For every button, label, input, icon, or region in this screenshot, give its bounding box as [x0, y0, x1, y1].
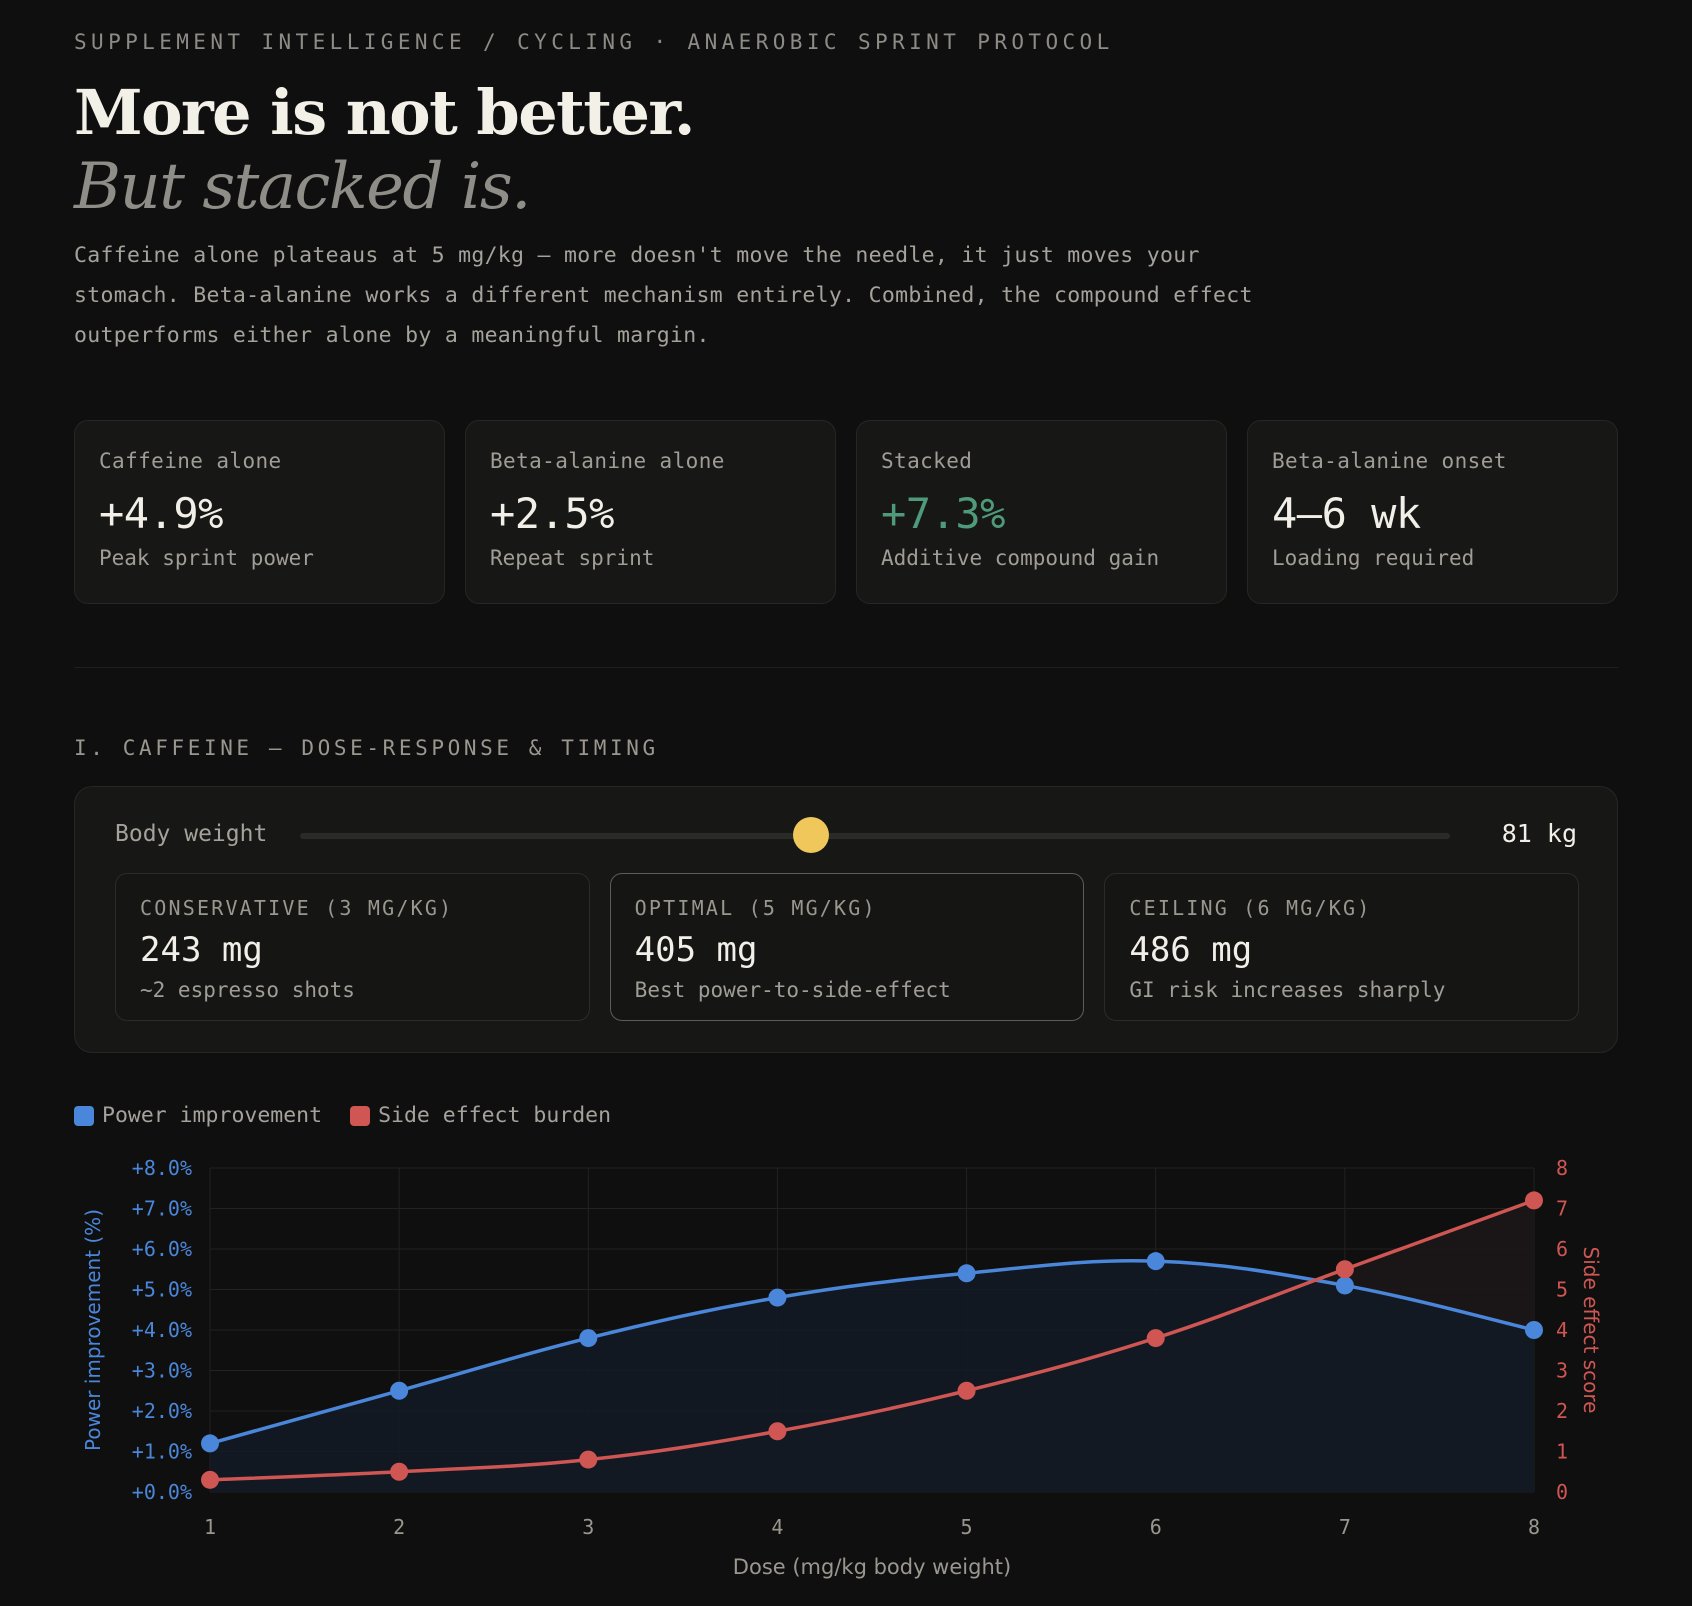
x-tick: 6 — [1150, 1515, 1162, 1539]
dose-options: Conservative (3 mg/kg) 243 mg ~2 espress… — [115, 873, 1580, 1021]
dose-response-chart: +0.0% +1.0% +2.0% +3.0% +4.0% +5.0% +6.0% +7.0%… — [81, 1156, 1603, 1579]
power-area — [210, 1260, 1534, 1492]
y-tick-left: +7.0% — [132, 1197, 192, 1221]
section-title: I. Caffeine — Dose-response & timing — [74, 736, 659, 760]
dose-sub: ~2 espresso shots — [140, 978, 355, 1002]
x-tick: 1 — [204, 1515, 216, 1539]
page-subtitle: But stacked is. — [74, 150, 532, 224]
dose-label: Conservative (3 mg/kg) — [140, 896, 454, 920]
legend-label: Power improvement — [102, 1103, 323, 1128]
power-point — [390, 1381, 409, 1400]
dose-label: Ceiling (6 mg/kg) — [1129, 896, 1372, 920]
y-tick-left: +3.0% — [132, 1359, 192, 1383]
slider-thumb[interactable] — [792, 817, 829, 853]
stat-card-beta-alanine: Beta-alanine alone +2.5% Repeat sprint — [465, 420, 836, 604]
y-tick-left: +0.0% — [132, 1480, 192, 1504]
stat-value: +4.9% — [99, 489, 223, 538]
power-point — [768, 1288, 787, 1307]
stat-sub: Additive compound gain — [881, 546, 1160, 570]
legend-item-side-effect[interactable]: Side effect burden — [350, 1103, 611, 1128]
side-effect-point — [1525, 1191, 1543, 1210]
dose-label: Optimal (5 mg/kg) — [634, 896, 877, 920]
intro-paragraph: Caffeine alone plateaus at 5 mg/kg — mor… — [74, 243, 1253, 348]
side-effect-line — [209, 1198, 1535, 1482]
stat-card-onset: Beta-alanine onset 4–6 wk Loading requir… — [1247, 420, 1618, 604]
y-tick-left: +2.0% — [132, 1399, 192, 1423]
y-tick-right: 8 — [1556, 1156, 1568, 1180]
dose-value: 486 mg — [1129, 930, 1253, 970]
stat-sub: Repeat sprint — [490, 546, 655, 570]
power-point — [1146, 1252, 1165, 1271]
y-tick-right: 7 — [1556, 1197, 1568, 1221]
x-tick: 4 — [771, 1515, 783, 1539]
legend-swatch — [74, 1105, 94, 1126]
y-tick-left: +1.0% — [132, 1440, 192, 1464]
side-effect-point — [957, 1381, 976, 1400]
stat-value: +7.3% — [881, 489, 1005, 538]
y-tick-right: 1 — [1556, 1440, 1568, 1464]
legend-label: Side effect burden — [378, 1103, 612, 1128]
stat-sub: Loading required — [1272, 546, 1475, 570]
y-tick-right: 3 — [1556, 1359, 1568, 1383]
dose-value: 243 mg — [140, 930, 263, 970]
stat-label: Beta-alanine onset — [1272, 449, 1507, 473]
dose-calculator: Body weight 81 kg Conservative (3 mg/kg)… — [74, 786, 1618, 1053]
side-effect-point — [1146, 1329, 1165, 1348]
y-tick-left: +4.0% — [132, 1318, 192, 1342]
body-weight-label: Body weight — [115, 821, 268, 847]
y-tick-right: 6 — [1556, 1237, 1568, 1261]
x-tick: 5 — [961, 1515, 973, 1539]
x-axis-label: Dose (mg/kg body weight) — [733, 1555, 1011, 1579]
y-tick-right: 5 — [1556, 1278, 1568, 1302]
x-tick: 7 — [1339, 1515, 1351, 1539]
y-tick-right: 0 — [1556, 1480, 1568, 1504]
dose-card-ceiling[interactable]: Ceiling (6 mg/kg) 486 mg GI risk increas… — [1104, 873, 1580, 1021]
y-tick-right: 2 — [1556, 1399, 1568, 1423]
y-axis-label-right: Side effect score — [1579, 1247, 1603, 1414]
body-weight-value: 81 kg — [1501, 819, 1577, 848]
stat-card-stacked: Stacked +7.3% Additive compound gain — [856, 420, 1227, 604]
side-effect-point — [768, 1422, 787, 1441]
body-weight-slider[interactable] — [300, 817, 1450, 853]
power-point — [1335, 1276, 1354, 1295]
stat-label: Stacked — [881, 449, 973, 473]
y-tick-left: +5.0% — [132, 1278, 192, 1302]
section-divider — [74, 667, 1618, 668]
y-tick-left: +6.0% — [132, 1237, 192, 1261]
x-tick: 8 — [1528, 1515, 1540, 1539]
breadcrumb: Supplement Intelligence / Cycling · Anae… — [74, 30, 1114, 54]
y-tick-right: 4 — [1556, 1318, 1568, 1342]
x-tick: 3 — [582, 1515, 594, 1539]
side-effect-point — [390, 1462, 409, 1481]
stat-sub: Peak sprint power — [99, 546, 314, 570]
page-title: More is not better. — [74, 76, 695, 149]
legend-swatch — [350, 1105, 371, 1126]
power-point — [1525, 1321, 1543, 1339]
dose-value: 405 mg — [634, 930, 758, 970]
chart-legend: Power improvement Side effect burden — [74, 1103, 611, 1128]
dose-sub: GI risk increases sharply — [1129, 978, 1446, 1002]
y-tick-left: +8.0% — [132, 1156, 192, 1180]
power-point — [579, 1329, 598, 1348]
side-effect-point — [579, 1450, 598, 1469]
x-tick: 2 — [393, 1515, 405, 1539]
stat-value: 4–6 wk — [1272, 489, 1421, 538]
power-point — [201, 1434, 219, 1453]
legend-item-power[interactable]: Power improvement — [74, 1103, 322, 1128]
stat-value: +2.5% — [490, 489, 614, 538]
stat-label: Caffeine alone — [99, 449, 282, 473]
side-effect-point — [1335, 1260, 1354, 1279]
power-point — [957, 1264, 976, 1283]
dose-sub: Best power-to-side-effect — [634, 978, 951, 1002]
dose-card-optimal[interactable]: Optimal (5 mg/kg) 405 mg Best power-to-s… — [609, 873, 1085, 1021]
stat-label: Beta-alanine alone — [490, 449, 725, 473]
dose-card-conservative[interactable]: Conservative (3 mg/kg) 243 mg ~2 espress… — [115, 873, 590, 1021]
stat-card-caffeine: Caffeine alone +4.9% Peak sprint power — [74, 420, 445, 604]
stat-cards: Caffeine alone +4.9% Peak sprint power B… — [74, 420, 1618, 604]
side-effect-point — [201, 1470, 219, 1489]
y-axis-label-left: Power improvement (%) — [81, 1209, 105, 1451]
